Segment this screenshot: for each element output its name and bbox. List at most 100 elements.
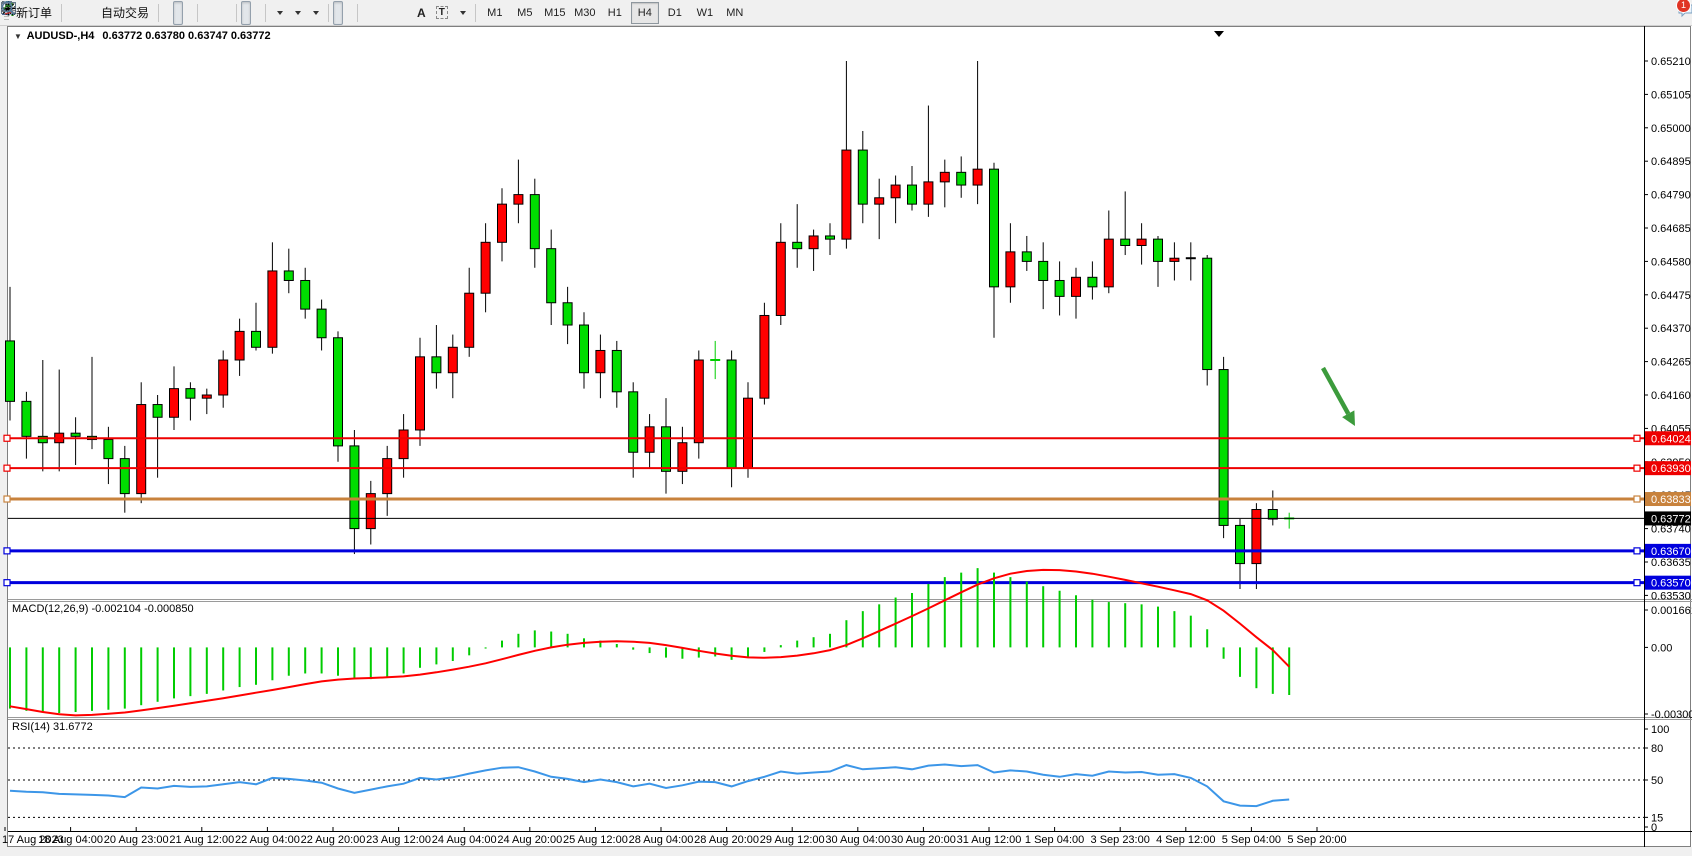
svg-text:28 Aug 04:00: 28 Aug 04:00 bbox=[629, 834, 694, 846]
chart-title: ▼ AUDUSD-,H4 0.63772 0.63780 0.63747 0.6… bbox=[14, 30, 271, 42]
svg-text:0.63833: 0.63833 bbox=[1651, 494, 1691, 506]
market-watch-button[interactable] bbox=[2, 1, 86, 25]
candlestick-button[interactable] bbox=[2, 0, 184, 25]
svg-text:80: 80 bbox=[1651, 743, 1663, 755]
svg-text:0.64895: 0.64895 bbox=[1651, 156, 1691, 168]
symbol-dropdown-icon[interactable]: ▼ bbox=[14, 32, 22, 41]
separator bbox=[158, 3, 160, 22]
candles bbox=[5, 61, 1295, 590]
separator bbox=[61, 3, 63, 22]
separator bbox=[197, 3, 199, 22]
chart-ohlc-readout: 0.63772 0.63780 0.63747 0.63772 bbox=[102, 30, 271, 42]
svg-text:4 Sep 12:00: 4 Sep 12:00 bbox=[1156, 834, 1215, 846]
svg-text:15: 15 bbox=[1651, 812, 1663, 824]
svg-text:5 Sep 20:00: 5 Sep 20:00 bbox=[1287, 834, 1346, 846]
timeframe-m15-button[interactable]: M15 bbox=[544, 6, 566, 19]
signals-button[interactable] bbox=[1, 1, 96, 25]
chart-panels bbox=[7, 26, 1692, 847]
cursor-button[interactable] bbox=[4, 0, 344, 25]
shapes-button[interactable] bbox=[2, 1, 471, 25]
svg-text:18 Aug 04:00: 18 Aug 04:00 bbox=[38, 834, 103, 846]
periods-button[interactable] bbox=[1, 1, 306, 25]
svg-text:24 Aug 20:00: 24 Aug 20:00 bbox=[497, 834, 562, 846]
svg-text:0.64790: 0.64790 bbox=[1651, 190, 1691, 202]
shapes-caret-icon bbox=[459, 10, 466, 15]
svg-text:0.64685: 0.64685 bbox=[1651, 223, 1691, 235]
svg-text:29 Aug 12:00: 29 Aug 12:00 bbox=[760, 834, 825, 846]
svg-text:0.64265: 0.64265 bbox=[1651, 357, 1691, 369]
svg-text:0.001661: 0.001661 bbox=[1651, 605, 1692, 617]
chat-badge: 1 bbox=[1676, 0, 1691, 13]
svg-text:30 Aug 20:00: 30 Aug 20:00 bbox=[891, 834, 956, 846]
svg-text:28 Aug 20:00: 28 Aug 20:00 bbox=[694, 834, 759, 846]
bar-chart-button[interactable] bbox=[2, 1, 173, 25]
zoom-out-button[interactable] bbox=[1, 1, 222, 25]
autotrading-label: 自动交易 bbox=[101, 6, 150, 20]
svg-text:20 Aug 23:00: 20 Aug 23:00 bbox=[104, 834, 169, 846]
chart-shift-button[interactable] bbox=[1, 1, 261, 25]
svg-text:0.63930: 0.63930 bbox=[1651, 463, 1691, 475]
trendline-button[interactable] bbox=[2, 1, 392, 25]
chart-symbol-period: AUDUSD-,H4 bbox=[26, 30, 95, 42]
svg-text:0.63570: 0.63570 bbox=[1651, 578, 1691, 590]
svg-text:0.63635: 0.63635 bbox=[1651, 557, 1691, 569]
svg-text:0: 0 bbox=[1651, 822, 1657, 834]
timeframe-d1-button[interactable]: D1 bbox=[667, 6, 682, 19]
svg-text:0.64475: 0.64475 bbox=[1651, 290, 1691, 302]
svg-text:22 Aug 20:00: 22 Aug 20:00 bbox=[301, 834, 366, 846]
svg-text:-0.003002: -0.003002 bbox=[1651, 709, 1692, 721]
channel-button[interactable]: E bbox=[1, 1, 402, 25]
crosshair-button[interactable] bbox=[1, 1, 353, 25]
separator bbox=[474, 3, 476, 22]
timeframe-h4-button[interactable]: H4 bbox=[630, 1, 659, 24]
search-button[interactable] bbox=[1, 1, 1676, 25]
svg-text:0.64160: 0.64160 bbox=[1651, 390, 1691, 402]
svg-text:1 Sep 04:00: 1 Sep 04:00 bbox=[1025, 834, 1084, 846]
indicators-caret-icon bbox=[277, 10, 284, 15]
svg-text:24 Aug 04:00: 24 Aug 04:00 bbox=[432, 834, 497, 846]
zoom-in-button[interactable] bbox=[1, 1, 212, 25]
text-tool-button[interactable]: A bbox=[412, 1, 431, 25]
svg-text:5 Sep 04:00: 5 Sep 04:00 bbox=[1222, 834, 1281, 846]
svg-text:25 Aug 12:00: 25 Aug 12:00 bbox=[563, 834, 628, 846]
svg-text:3 Sep 23:00: 3 Sep 23:00 bbox=[1091, 834, 1150, 846]
autoscroll-button[interactable] bbox=[1, 0, 252, 25]
timeframe-m1-button[interactable]: M1 bbox=[487, 6, 503, 19]
autotrading-button[interactable]: 自动交易 bbox=[1, 1, 154, 25]
rsi-panel: 100 80 50 150 bbox=[8, 724, 1669, 834]
new-order-button[interactable]: 新订单 bbox=[2, 1, 57, 25]
line-chart-button[interactable] bbox=[2, 1, 193, 25]
timeframe-m5-button[interactable]: M5 bbox=[517, 6, 533, 19]
separator bbox=[328, 3, 330, 22]
chart-marker-triangle-icon[interactable] bbox=[1214, 31, 1224, 37]
fibonacci-button[interactable]: F bbox=[2, 1, 412, 25]
timeframe-h1-button[interactable]: H1 bbox=[607, 6, 622, 19]
horizontal-line-button[interactable] bbox=[2, 1, 382, 25]
label-tool-icon: T bbox=[435, 6, 448, 19]
svg-text:0.64580: 0.64580 bbox=[1651, 256, 1691, 268]
new-order-label: 新订单 bbox=[16, 6, 53, 20]
chat-button[interactable]: 1 bbox=[1676, 0, 1692, 25]
timeframe-w1-button[interactable]: W1 bbox=[696, 6, 714, 19]
svg-text:0.63530: 0.63530 bbox=[1651, 590, 1691, 602]
indicators-button[interactable] bbox=[1, 1, 288, 25]
label-tool-button[interactable]: T bbox=[431, 1, 453, 25]
svg-text:17 Aug 2023: 17 Aug 2023 bbox=[2, 834, 64, 846]
vertical-line-button[interactable] bbox=[7, 1, 372, 25]
toolbar-right-group: 1 bbox=[1, 0, 1692, 25]
svg-text:23 Aug 12:00: 23 Aug 12:00 bbox=[366, 834, 431, 846]
svg-text:0.65105: 0.65105 bbox=[1651, 89, 1691, 101]
periods-caret-icon bbox=[295, 10, 302, 15]
svg-text:0.65000: 0.65000 bbox=[1651, 123, 1691, 135]
svg-text:50: 50 bbox=[1651, 775, 1663, 787]
svg-text:100: 100 bbox=[1651, 724, 1669, 736]
timeframe-m30-button[interactable]: M30 bbox=[574, 6, 596, 19]
separator bbox=[236, 3, 238, 22]
rsi-indicator-label: RSI(14) 31.6772 bbox=[12, 721, 93, 733]
profiles-button[interactable] bbox=[2, 1, 76, 25]
timeframe-mn-button[interactable]: MN bbox=[726, 6, 744, 19]
templates-button[interactable] bbox=[1, 1, 324, 25]
tile-windows-button[interactable] bbox=[2, 1, 232, 25]
